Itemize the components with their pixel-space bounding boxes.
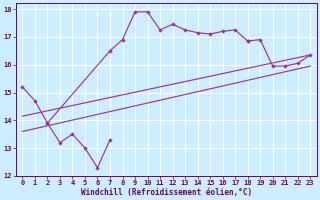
X-axis label: Windchill (Refroidissement éolien,°C): Windchill (Refroidissement éolien,°C) xyxy=(81,188,252,197)
